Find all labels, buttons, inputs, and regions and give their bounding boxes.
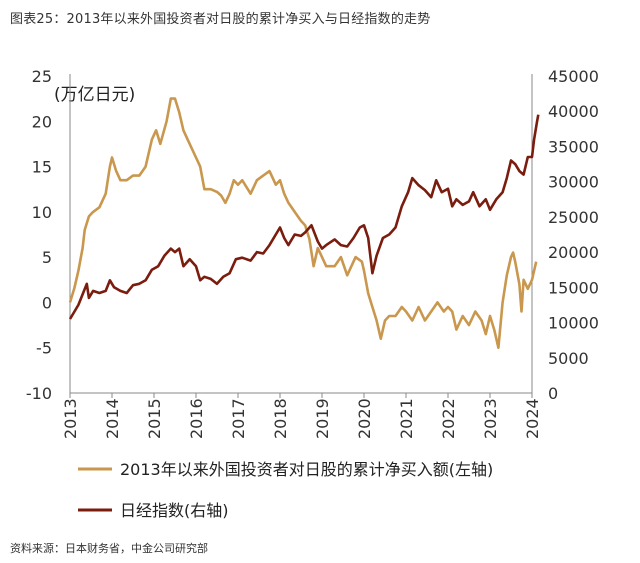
unit-label: (万亿日元): [54, 85, 135, 105]
x-tick-label: 2014: [103, 398, 122, 439]
right-tick-label: 40000: [548, 102, 599, 121]
left-tick-label: 20: [32, 112, 52, 131]
series-line-flows: [68, 97, 538, 349]
plot-lines: [68, 97, 540, 349]
axes: [69, 74, 533, 394]
source-note: 资料来源：日本财务省，中金公司研究部: [10, 542, 208, 555]
x-tick-label: 2016: [187, 398, 206, 439]
right-tick-label: 10000: [548, 314, 599, 333]
left-tick-label: -5: [36, 339, 52, 358]
right-tick-label: 5000: [548, 349, 589, 368]
x-tick-label: 2017: [229, 398, 248, 439]
legend-label-flows: 2013年以来外国投资者对日股的累计净买入额(左轴): [120, 460, 493, 479]
right-axis-ticks: 0 5000 10000 15000 20000 25000 30000 35000 40000…: [548, 67, 599, 403]
left-tick-label: 10: [32, 203, 52, 222]
legend: 2013年以来外国投资者对日股的累计净买入额(左轴) 日经指数(右轴): [78, 460, 493, 520]
left-tick-label: 0: [42, 293, 52, 312]
x-tick-label: 2020: [355, 398, 374, 439]
x-tick-label: 2019: [313, 398, 332, 439]
x-tick-label: 2022: [439, 398, 458, 439]
right-tick-label: 20000: [548, 243, 599, 262]
left-tick-label: -10: [26, 384, 52, 403]
x-tick-label: 2024: [523, 398, 542, 439]
left-tick-label: 5: [42, 248, 52, 267]
right-tick-label: 45000: [548, 67, 599, 86]
series-line-nikkei: [68, 114, 540, 320]
figure-title: 图表25：2013年以来外国投资者对日股的累计净买入与日经指数的走势: [10, 12, 431, 27]
left-tick-label: 25: [32, 67, 52, 86]
left-axis-ticks: -10 -5 0 5 10 15 20 25: [26, 67, 52, 403]
right-tick-label: 15000: [548, 278, 599, 297]
x-tick-label: 2015: [145, 398, 164, 439]
x-axis-ticks: 2013 2014 2015 2016 2017 2018 2019 2020 2021 2022…: [61, 393, 542, 439]
x-tick-label: 2018: [271, 398, 290, 439]
right-tick-label: 30000: [548, 173, 599, 192]
left-tick-label: 15: [32, 158, 52, 177]
right-tick-label: 0: [548, 384, 558, 403]
right-tick-label: 25000: [548, 208, 599, 227]
legend-label-nikkei: 日经指数(右轴): [120, 501, 229, 520]
x-tick-label: 2013: [61, 398, 80, 439]
x-tick-label: 2021: [397, 398, 416, 439]
right-tick-label: 35000: [548, 137, 599, 156]
x-tick-label: 2023: [481, 398, 500, 439]
